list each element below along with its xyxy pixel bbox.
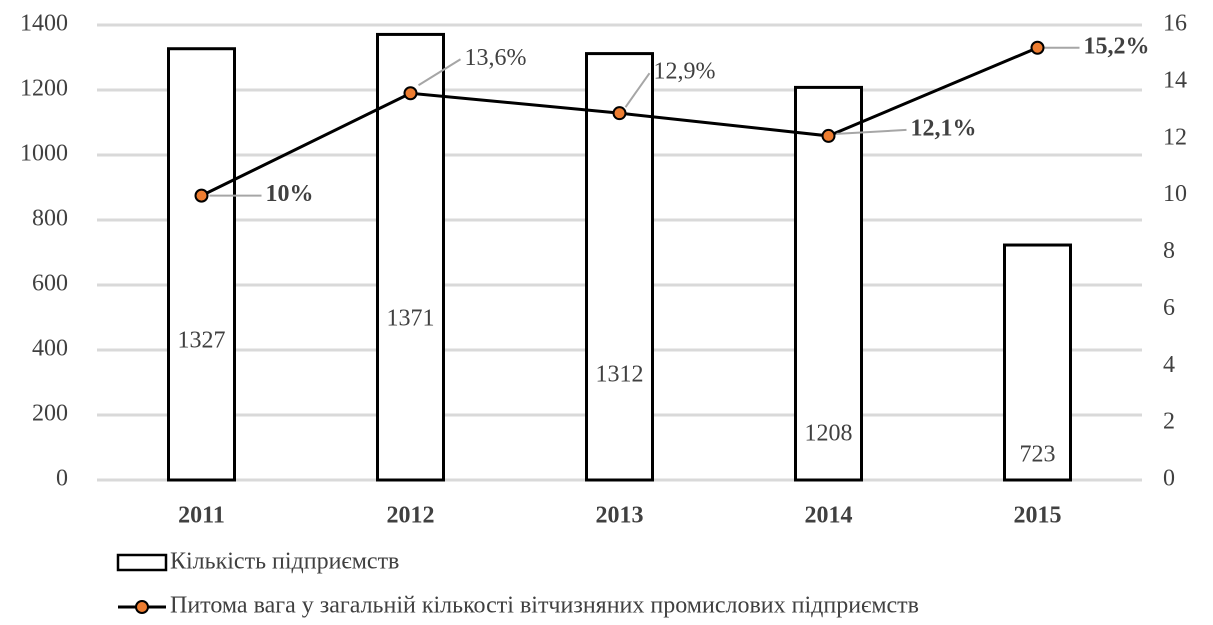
y-tick-label: 1200 bbox=[20, 76, 68, 102]
line-value-label: 10% bbox=[266, 181, 314, 207]
x-tick-label: 2012 bbox=[387, 503, 435, 529]
legend-label: Питома вага у загальній кількості вітчиз… bbox=[170, 593, 919, 619]
bar bbox=[585, 52, 654, 482]
marker bbox=[403, 86, 418, 101]
legend-swatch bbox=[135, 600, 149, 614]
y2-tick-label: 8 bbox=[1163, 238, 1175, 264]
legend-swatch bbox=[116, 553, 168, 572]
x-tick-label: 2011 bbox=[178, 503, 225, 529]
bar bbox=[376, 32, 445, 482]
bar-value-label: 723 bbox=[1020, 442, 1056, 468]
y-tick-label: 1000 bbox=[20, 141, 68, 167]
y2-tick-label: 10 bbox=[1163, 181, 1187, 207]
leader-line bbox=[417, 58, 462, 87]
bar-value-label: 1312 bbox=[596, 362, 644, 388]
x-tick-label: 2015 bbox=[1014, 503, 1062, 529]
bar-value-label: 1327 bbox=[178, 328, 226, 354]
marker bbox=[194, 188, 209, 203]
bar-value-label: 1371 bbox=[387, 306, 435, 332]
line-value-label: 12,1% bbox=[911, 115, 977, 141]
marker bbox=[612, 106, 627, 121]
x-tick-label: 2013 bbox=[596, 503, 644, 529]
marker bbox=[1030, 40, 1045, 55]
bar bbox=[1003, 243, 1072, 482]
y-tick-label: 600 bbox=[32, 271, 68, 297]
x-tick-label: 2014 bbox=[805, 503, 853, 529]
y2-tick-label: 16 bbox=[1163, 11, 1187, 37]
marker bbox=[821, 128, 836, 143]
y2-tick-label: 2 bbox=[1163, 409, 1175, 435]
leader-line bbox=[624, 72, 651, 108]
line-value-label: 15,2% bbox=[1084, 33, 1150, 59]
line-value-label: 12,9% bbox=[654, 59, 716, 85]
bar-value-label: 1208 bbox=[805, 421, 853, 447]
legend-label: Кількість підприємств bbox=[170, 549, 399, 575]
y2-tick-label: 4 bbox=[1163, 352, 1175, 378]
y2-tick-label: 12 bbox=[1163, 124, 1187, 150]
y-tick-label: 200 bbox=[32, 401, 68, 427]
y-tick-label: 400 bbox=[32, 336, 68, 362]
bar bbox=[794, 85, 863, 482]
y-tick-label: 0 bbox=[56, 466, 68, 492]
line-value-label: 13,6% bbox=[465, 45, 527, 71]
y-tick-label: 800 bbox=[32, 206, 68, 232]
leader-line bbox=[836, 128, 907, 135]
y2-tick-label: 0 bbox=[1163, 466, 1175, 492]
y-tick-label: 1400 bbox=[20, 11, 68, 37]
bar bbox=[167, 47, 236, 482]
y2-tick-label: 14 bbox=[1163, 67, 1187, 93]
y2-tick-label: 6 bbox=[1163, 295, 1175, 321]
